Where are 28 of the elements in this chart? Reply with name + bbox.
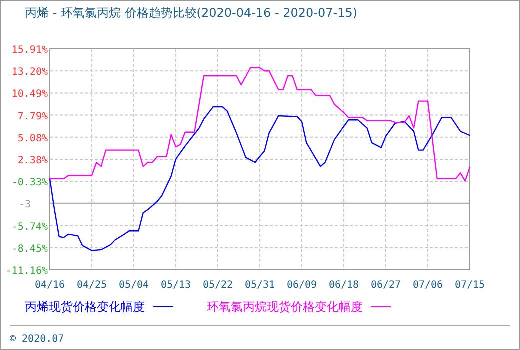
x-tick-label: 05/13: [160, 280, 192, 291]
x-tick-label: 07/15: [454, 280, 486, 291]
x-tick-label: 06/09: [286, 280, 318, 291]
ref-line-label: -3: [18, 199, 32, 210]
y-tick-label: 7.79%: [18, 111, 48, 122]
chart-title: 丙烯 - 环氧氯丙烷 价格趋势比较(2020-04-16 - 2020-07-15): [25, 6, 358, 20]
legend-label: 环氧氯丙烷现货价格变化幅度: [207, 300, 363, 314]
y-tick-label: 13.20%: [12, 67, 48, 78]
y-tick-label: -5.74%: [12, 222, 48, 233]
x-tick-label: 06/27: [370, 280, 402, 291]
line-series: [49, 67, 471, 182]
y-tick-label: -8.45%: [12, 244, 48, 255]
x-tick-label: 07/06: [412, 280, 444, 291]
y-tick-label: -11.16%: [6, 266, 48, 277]
y-tick-label: -0.33%: [12, 178, 48, 189]
y-tick-label: 15.91%: [12, 45, 48, 56]
y-tick-label: 5.08%: [18, 133, 48, 144]
x-tick-label: 05/22: [202, 280, 234, 291]
text: © 2020.07: [10, 334, 64, 345]
x-tick-label: 06/18: [328, 280, 360, 291]
legend-label: 丙烯现货价格变化幅度: [25, 300, 145, 314]
x-tick-label: 05/31: [244, 280, 276, 291]
y-tick-label: 10.49%: [12, 89, 48, 100]
y-tick-label: 2.38%: [18, 155, 48, 166]
line-series: [49, 106, 471, 252]
x-tick-label: 05/04: [118, 280, 150, 291]
x-tick-label: 04/25: [76, 280, 108, 291]
x-tick-label: 04/16: [34, 280, 66, 291]
